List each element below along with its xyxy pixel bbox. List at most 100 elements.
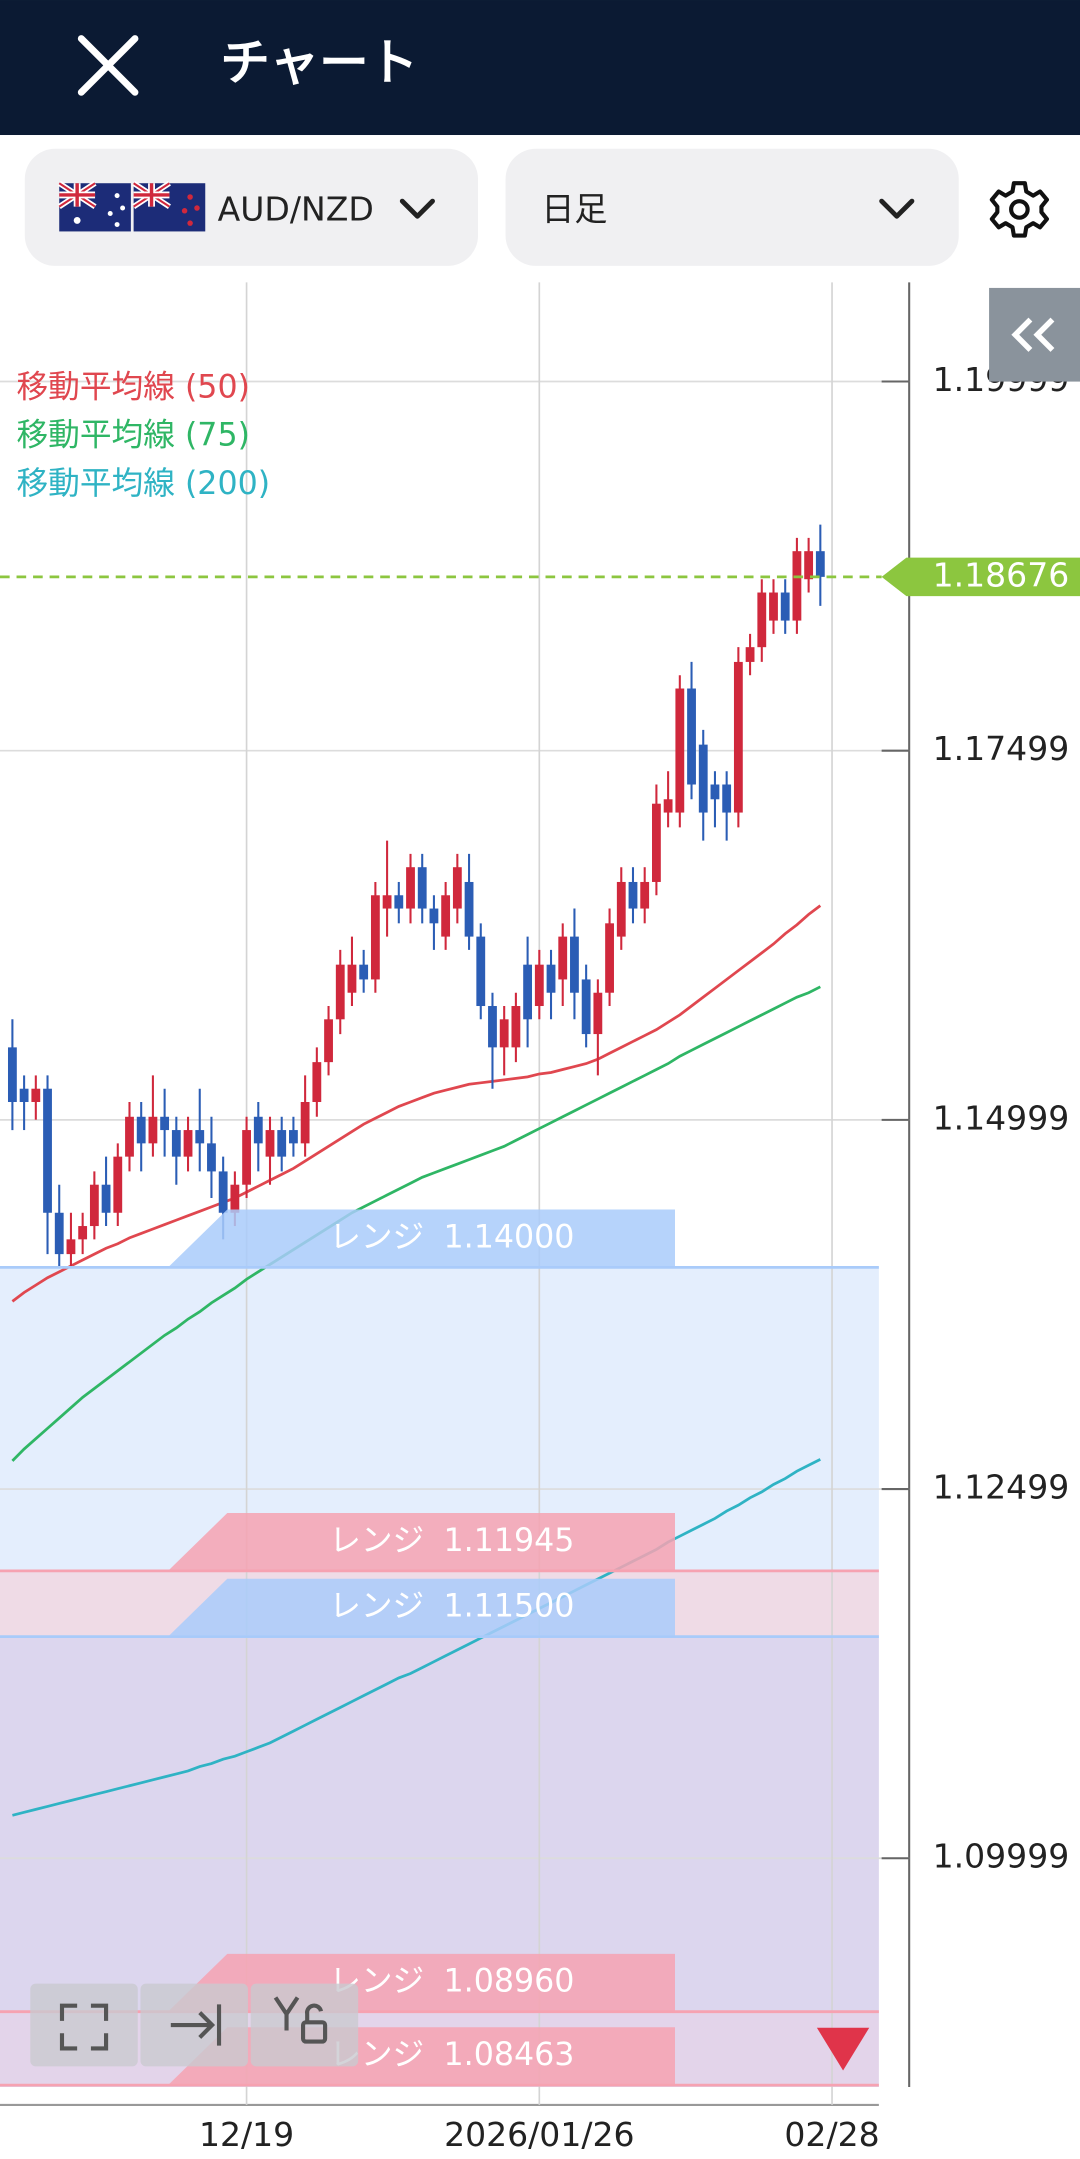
candle-body [136, 1116, 146, 1144]
range-label-box [168, 1209, 675, 1268]
candle-body [593, 992, 603, 1035]
collapse-button[interactable] [989, 287, 1080, 382]
legend-entry: 移動平均線 (75) [17, 418, 250, 454]
fullscreen-button[interactable] [30, 1983, 138, 2067]
candle-body [499, 1019, 509, 1048]
range-level: 1.14000 [443, 1219, 574, 1255]
candle-body [581, 979, 591, 1035]
candle-body [546, 964, 556, 993]
candle-body [804, 551, 814, 580]
range-level: 1.11945 [443, 1523, 574, 1559]
candle-body [43, 1088, 52, 1213]
candle-body [663, 799, 673, 813]
candle-body [160, 1116, 170, 1131]
range-label: レンジ 1.11500 [329, 1589, 574, 1625]
candle-body [640, 881, 650, 909]
current-price-label: 1.18676 [933, 555, 1070, 594]
candle-body [488, 1006, 497, 1048]
symbol-label: AUD/NZD [218, 189, 374, 228]
flag-au [57, 180, 131, 232]
candle-body [101, 1184, 111, 1213]
candle-body [733, 661, 743, 813]
candle-body [628, 881, 638, 909]
range-label: レンジ 1.11945 [329, 1523, 574, 1559]
symbol-selector[interactable]: AUD/NZD [24, 148, 479, 266]
candle-body [757, 592, 767, 648]
candle-body [207, 1143, 216, 1172]
y-tick-label: 1.14999 [933, 1098, 1070, 1137]
candle-body [242, 1130, 251, 1185]
candle-body [230, 1184, 240, 1213]
y-tick-label: 1.12499 [933, 1468, 1070, 1507]
candle-body [815, 551, 825, 577]
candle-body [195, 1130, 205, 1144]
candle-body [7, 1047, 17, 1103]
legend-entry: 移動平均線 (200) [17, 466, 271, 502]
range-level: 1.08960 [443, 1964, 574, 2000]
alert-marker[interactable] [816, 2027, 870, 2071]
candle-body [113, 1156, 123, 1213]
candle-body [745, 647, 755, 662]
candle-body [511, 1006, 521, 1048]
timeframe-selector[interactable]: 日足 [505, 148, 959, 266]
ma-line [11, 985, 821, 1462]
candle-body [675, 688, 685, 813]
candle-body [394, 895, 404, 909]
candle-body [289, 1130, 298, 1144]
settings-button[interactable] [989, 181, 1050, 238]
candle-body [417, 867, 427, 909]
ma-line [11, 904, 822, 1303]
candle-body [347, 964, 357, 993]
candle-body [359, 964, 369, 980]
x-tick-label: 02/28 [784, 2115, 879, 2154]
range-label-box [168, 1578, 675, 1637]
chart-tools [30, 1983, 359, 2067]
candle-body [218, 1171, 228, 1213]
candle-body [534, 964, 544, 1007]
x-tick-label: 2026/01/26 [444, 2115, 634, 2154]
candle-body [687, 688, 696, 785]
candle-body [792, 551, 802, 621]
candle-body [570, 936, 579, 993]
candle-body [452, 867, 462, 909]
chevron [879, 198, 915, 219]
candle-body [616, 881, 626, 937]
range-name: レンジ [329, 1589, 424, 1625]
candle-body [406, 867, 415, 909]
candle-body [382, 895, 392, 909]
range-level: 1.08463 [443, 2037, 574, 2073]
candle-body [769, 592, 778, 621]
range-zone [0, 1636, 879, 2012]
candle-body [324, 1019, 333, 1063]
candle-body [312, 1062, 322, 1103]
ma-line [12, 1458, 821, 1817]
candle-body [476, 936, 486, 1007]
legend-entry: 移動平均線 (50) [17, 369, 250, 405]
candle-body [300, 1102, 310, 1144]
range-level: 1.11500 [443, 1589, 574, 1625]
candle-body [183, 1130, 193, 1157]
candle-body [523, 964, 533, 1020]
range-label: レンジ 1.14000 [329, 1219, 574, 1255]
candle-body [148, 1116, 158, 1144]
candle-body [78, 1226, 88, 1240]
range-label: レンジ 1.08463 [329, 2037, 574, 2073]
candle-body [464, 881, 474, 937]
flag-nz [132, 180, 206, 232]
candle-body [698, 744, 708, 813]
range-name: レンジ [329, 1219, 424, 1255]
candle-body [605, 923, 614, 993]
candle-body [265, 1130, 275, 1157]
candle-body [54, 1212, 64, 1255]
candle-body [651, 803, 661, 882]
candle-body [19, 1088, 29, 1103]
candle-body [277, 1130, 287, 1157]
header-bar [0, 0, 1080, 136]
candle-body [253, 1116, 263, 1144]
candle-body [335, 964, 345, 1020]
candle-body [780, 592, 790, 621]
close-button[interactable] [77, 35, 139, 96]
range-label: レンジ 1.08960 [329, 1964, 574, 2000]
candle-body [31, 1088, 41, 1103]
